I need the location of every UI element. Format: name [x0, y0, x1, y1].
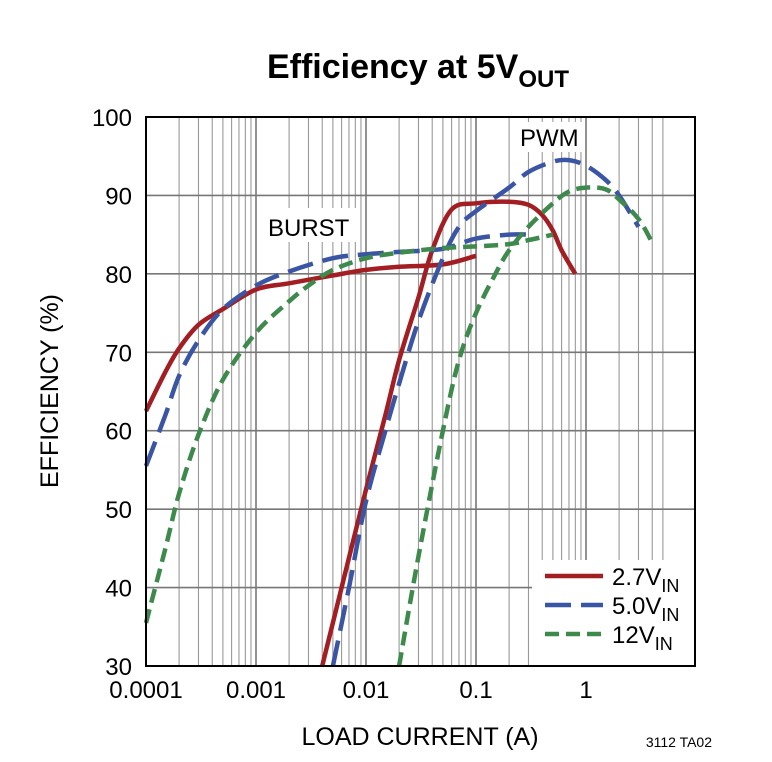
burst-label-background: [262, 208, 358, 242]
legend-label: 5.0VIN: [612, 593, 679, 625]
legend-label-main: 5.0V: [612, 593, 661, 620]
chart-title-main: Efficiency at 5V: [267, 48, 519, 86]
y-tick-label: 40: [105, 576, 132, 603]
series-line-27V-burst: [143, 253, 477, 413]
x-tick-label: 0.1: [459, 677, 492, 704]
chart-title: Efficiency at 5VOUT: [267, 48, 569, 93]
y-tick-labels: 30 40 50 60 70 80 90 100: [92, 105, 132, 681]
y-tick-label: 70: [105, 340, 132, 367]
burst-annotation: BURST: [268, 215, 350, 242]
series-line-27V-pwm: [320, 199, 578, 667]
x-tick-label: 1: [579, 677, 592, 704]
series-line-12V-pwm: [396, 185, 655, 667]
x-tick-label: 0.01: [343, 677, 390, 704]
series-lines: [143, 157, 655, 667]
legend-label-subscript: IN: [655, 634, 673, 654]
pwm-label-background: [514, 122, 584, 152]
x-axis-label: LOAD CURRENT (A): [301, 723, 538, 751]
series-line-50V-pwm: [330, 157, 641, 667]
y-axis-label: EFFICIENCY (%): [36, 294, 64, 488]
x-tick-label: 0.0001: [109, 677, 182, 704]
pwm-annotation: PWM: [520, 125, 579, 152]
y-tick-label: 60: [105, 419, 132, 446]
y-tick-label: 90: [105, 183, 132, 210]
legend-label: 2.7VIN: [612, 564, 679, 596]
series-line-12V-burst: [143, 232, 554, 624]
y-tick-label: 100: [92, 105, 132, 132]
x-tick-labels: 0.0001 0.001 0.01 0.1 1: [109, 677, 592, 704]
x-tick-label: 0.001: [226, 677, 286, 704]
y-tick-label: 30: [105, 654, 132, 681]
plot-frame: [145, 116, 696, 667]
y-tick-label: 50: [105, 497, 132, 524]
figure-code: 3112 TA02: [646, 734, 712, 750]
chart-title-subscript: OUT: [518, 66, 569, 93]
y-tick-label: 80: [105, 262, 132, 289]
legend-label: 12VIN: [612, 622, 673, 654]
legend-label-subscript: IN: [661, 605, 679, 625]
legend-label-subscript: IN: [661, 576, 679, 596]
legend-label-main: 12V: [612, 622, 655, 649]
series-line-50V-burst: [143, 232, 529, 467]
legend-label-main: 2.7V: [612, 564, 661, 591]
